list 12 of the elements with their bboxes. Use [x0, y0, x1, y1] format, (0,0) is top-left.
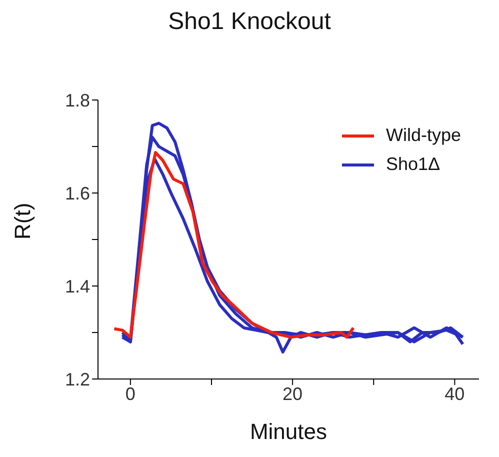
y-tick-label: 1.2	[64, 369, 90, 390]
legend-label: Wild-type	[386, 125, 461, 146]
x-tick-label: 0	[125, 384, 136, 404]
y-tick-label: 1.6	[64, 183, 90, 204]
y-axis-title: R(t)	[10, 202, 35, 240]
y-tick-label: 1.4	[64, 276, 90, 296]
x-tick-label: 20	[282, 384, 303, 404]
y-tick-label: 1.8	[64, 90, 90, 110]
chart-title: Sho1 Knockout	[167, 8, 332, 37]
legend-label: Sho1Δ	[386, 154, 440, 175]
x-tick-label: 40	[444, 384, 465, 404]
x-axis-title: Minutes	[250, 419, 328, 444]
